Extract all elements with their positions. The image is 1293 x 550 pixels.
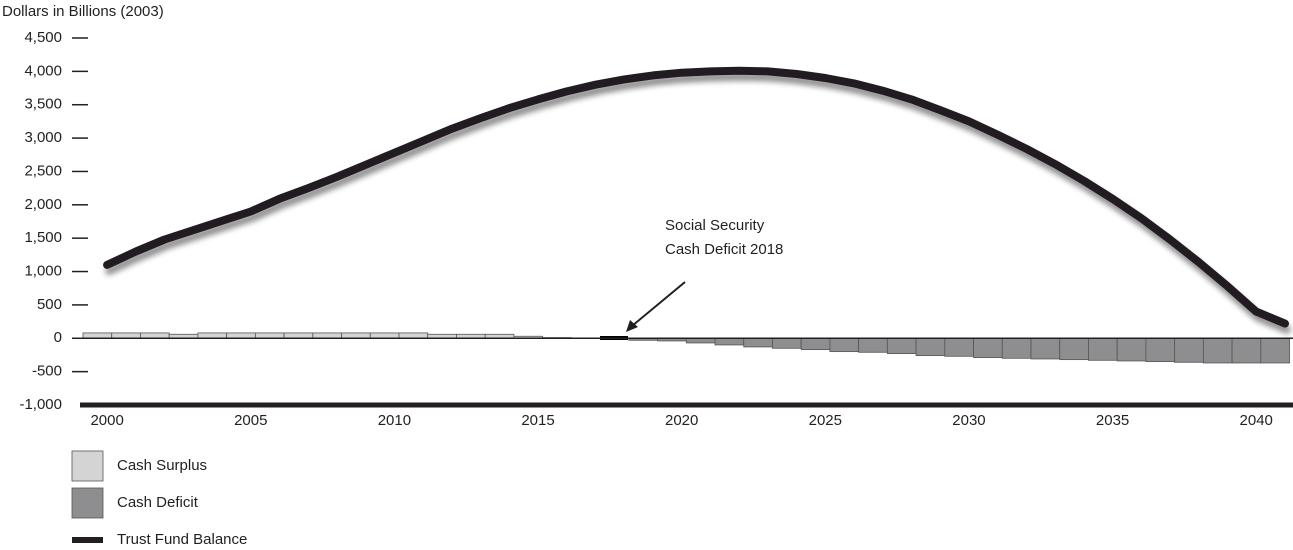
bar	[82, 332, 113, 339]
bar	[226, 332, 256, 339]
legend-label: Trust Fund Balance	[117, 531, 247, 548]
annotation: Social Security	[665, 217, 765, 234]
legend-swatch	[71, 450, 104, 482]
x-tick-label: 2005	[234, 412, 267, 429]
bar	[111, 332, 141, 339]
y-tick-label: 4,500	[24, 29, 62, 46]
bar	[341, 332, 371, 339]
bar	[714, 337, 745, 346]
bars	[82, 332, 1290, 364]
bar	[1059, 337, 1089, 361]
y-tick-label: 3,500	[24, 96, 62, 113]
x-tick-label: 2040	[1240, 412, 1273, 429]
x-tick-label: 2020	[665, 412, 698, 429]
y-tick-label: 0	[54, 329, 62, 346]
bar	[886, 337, 917, 355]
bar	[369, 332, 400, 339]
bar	[973, 337, 1003, 359]
trust-fund-line	[103, 66, 1289, 328]
bar	[1001, 337, 1032, 359]
y-tick-label: 1,500	[24, 229, 62, 246]
x-tick-label: 2010	[378, 412, 411, 429]
annotation-arrow	[631, 281, 686, 327]
y-tick-label: 1,000	[24, 263, 62, 280]
x-tick-label: 2000	[90, 412, 123, 429]
bar	[398, 332, 429, 339]
y-tick-label: -1,000	[19, 396, 62, 413]
bar	[1145, 337, 1176, 363]
bar	[140, 332, 170, 339]
bar	[254, 332, 285, 339]
x-tick-label: 2015	[521, 412, 554, 429]
x-tick-label: 2035	[1096, 412, 1129, 429]
bar	[772, 337, 802, 349]
bar	[858, 337, 888, 353]
bar	[1174, 337, 1204, 363]
y-tick-label: 4,000	[24, 62, 62, 79]
bar	[1030, 337, 1061, 360]
bar	[283, 332, 314, 339]
bar	[197, 332, 228, 339]
legend-swatch	[72, 537, 103, 543]
bar	[829, 337, 860, 353]
bar	[944, 337, 974, 357]
bar	[800, 337, 831, 351]
bar	[1088, 337, 1118, 361]
bar	[1260, 337, 1290, 364]
y-axis-label: Dollars in Billions (2003)	[2, 3, 164, 20]
bar	[1202, 337, 1233, 364]
legend-label: Cash Deficit	[117, 494, 199, 511]
x-tick-label: 2025	[809, 412, 842, 429]
y-tick-label: -500	[32, 363, 62, 380]
bar	[743, 337, 773, 348]
y-tick-label: 2,500	[24, 162, 62, 179]
legend-swatch	[71, 487, 104, 519]
bar	[312, 332, 342, 339]
x-tick-label: 2030	[952, 412, 985, 429]
bar	[915, 337, 946, 357]
y-tick-label: 2,000	[24, 196, 62, 213]
arrow-head	[626, 320, 638, 332]
annotation: Cash Deficit 2018	[665, 241, 783, 258]
bar	[1231, 337, 1262, 364]
y-tick-label: 500	[37, 296, 62, 313]
y-tick-label: 3,000	[24, 129, 62, 146]
bar	[1116, 337, 1147, 362]
legend-label: Cash Surplus	[117, 457, 207, 474]
